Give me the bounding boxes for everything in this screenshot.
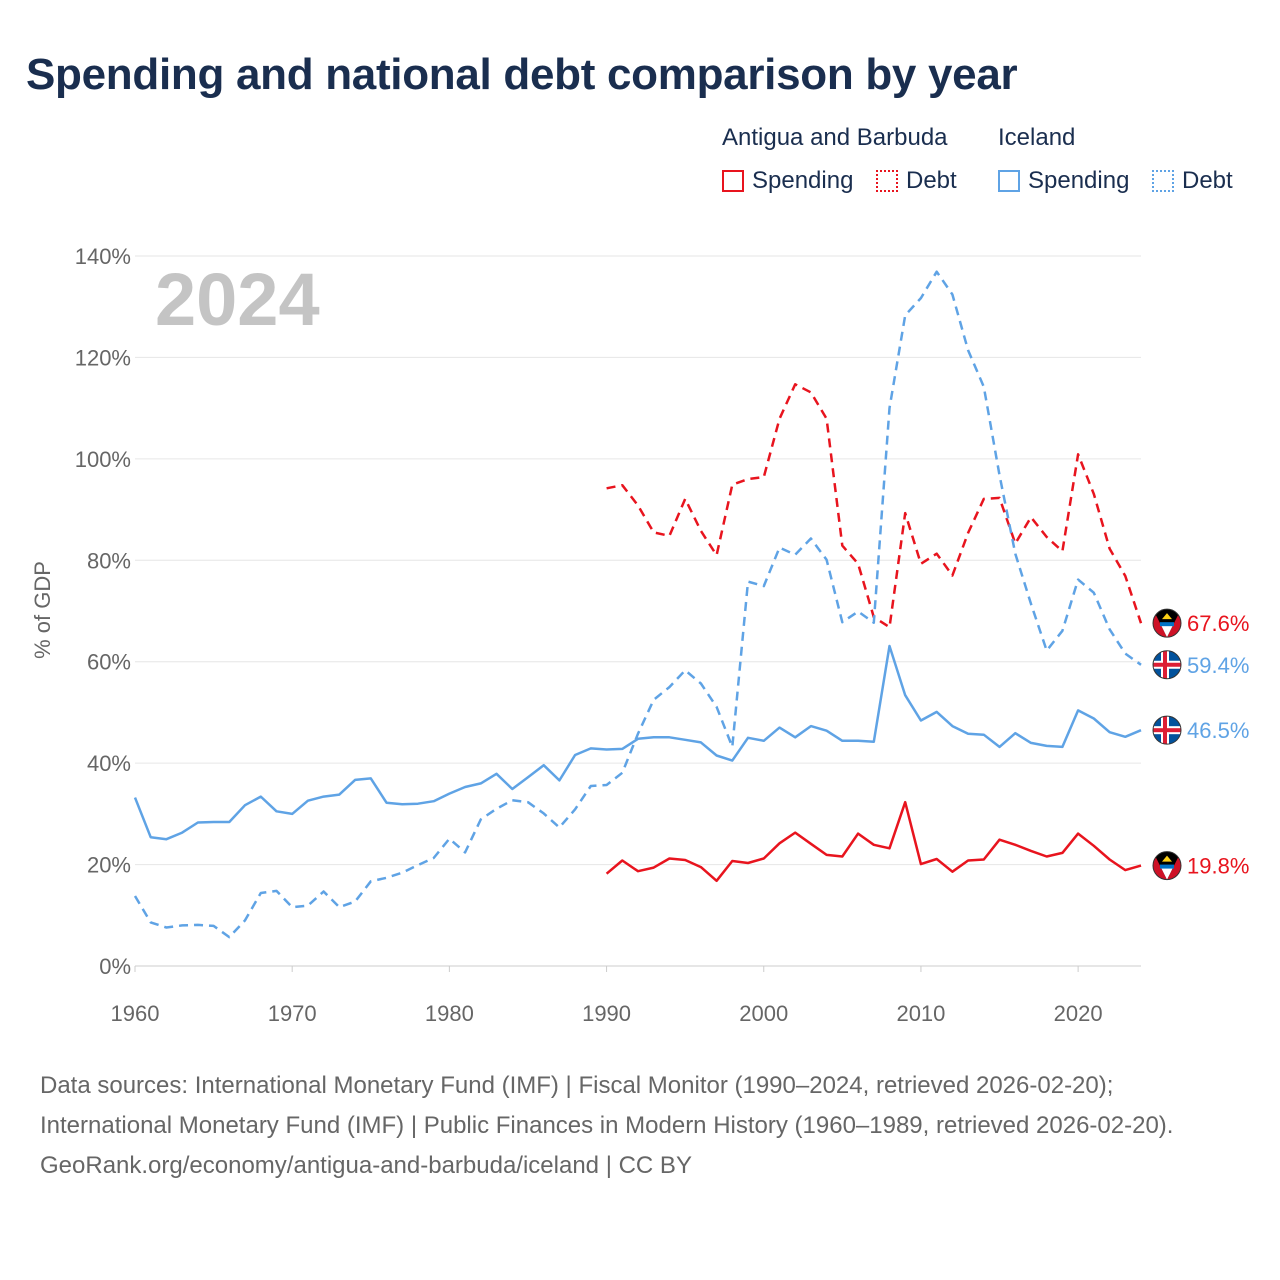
x-tick-label: 1970 — [268, 1001, 317, 1026]
y-tick-label: 100% — [75, 447, 131, 472]
y-tick-label: 140% — [75, 244, 131, 269]
dotted-swatch-icon — [1152, 170, 1174, 192]
legend-label: Spending — [752, 167, 854, 194]
solid-swatch-icon — [722, 170, 744, 192]
end-value-label: 59.4% — [1187, 653, 1249, 678]
y-tick-label: 80% — [87, 548, 131, 573]
y-tick-label: 40% — [87, 751, 131, 776]
y-tick-label: 0% — [99, 954, 131, 979]
chart-title: Spending and national debt comparison by… — [26, 50, 1018, 99]
legend-iceland-spending[interactable]: Spending — [998, 166, 1129, 196]
x-tick-label: 1980 — [425, 1001, 474, 1026]
end-value-label: 19.8% — [1187, 854, 1249, 879]
legend-label: Spending — [1028, 167, 1130, 194]
legend-label: Debt — [1182, 167, 1233, 194]
legend-antigua-spending[interactable]: Spending — [722, 166, 853, 196]
legend-group-iceland: Iceland — [998, 124, 1076, 151]
y-tick-label: 120% — [75, 345, 131, 370]
x-tick-label: 1990 — [582, 1001, 631, 1026]
dotted-swatch-icon — [876, 170, 898, 192]
x-tick-label: 2000 — [739, 1001, 788, 1026]
iceland-flag-icon — [1153, 716, 1181, 744]
series-line-iceland-spending[interactable] — [133, 644, 1142, 841]
line-chart: 0% 20% 40% 60% 80% 100% 120% 140% 1960 1970 1980 19… — [30, 244, 1249, 1026]
x-tick-label: 2010 — [896, 1001, 945, 1026]
legend-iceland-debt[interactable]: Debt — [1152, 166, 1233, 196]
series-line-iceland-debt[interactable] — [133, 270, 1142, 939]
antigua-flag-icon — [1153, 852, 1181, 880]
credit-link[interactable]: GeoRank.org/economy/antigua-and-barbuda/… — [40, 1152, 692, 1179]
solid-swatch-icon — [998, 170, 1020, 192]
antigua-flag-icon — [1153, 609, 1181, 637]
series-line-antigua-debt[interactable] — [606, 383, 1143, 629]
end-value-label: 67.6% — [1187, 611, 1249, 636]
y-tick-label: 60% — [87, 650, 131, 675]
end-value-label: 46.5% — [1187, 718, 1249, 743]
y-tick-label: 20% — [87, 853, 131, 878]
iceland-flag-icon — [1153, 651, 1181, 679]
y-axis-label: % of GDP — [30, 561, 55, 659]
series-line-antigua-spending[interactable] — [605, 800, 1142, 883]
legend-antigua-debt[interactable]: Debt — [876, 166, 957, 196]
year-watermark: 2024 — [155, 258, 320, 341]
footer: Data sources: International Monetary Fun… — [40, 1066, 1240, 1186]
legend-label: Debt — [906, 167, 957, 194]
legend-group-antigua: Antigua and Barbuda — [722, 124, 948, 151]
data-sources: Data sources: International Monetary Fun… — [40, 1072, 1174, 1139]
x-tick-label: 2020 — [1054, 1001, 1103, 1026]
x-tick-label: 1960 — [111, 1001, 160, 1026]
